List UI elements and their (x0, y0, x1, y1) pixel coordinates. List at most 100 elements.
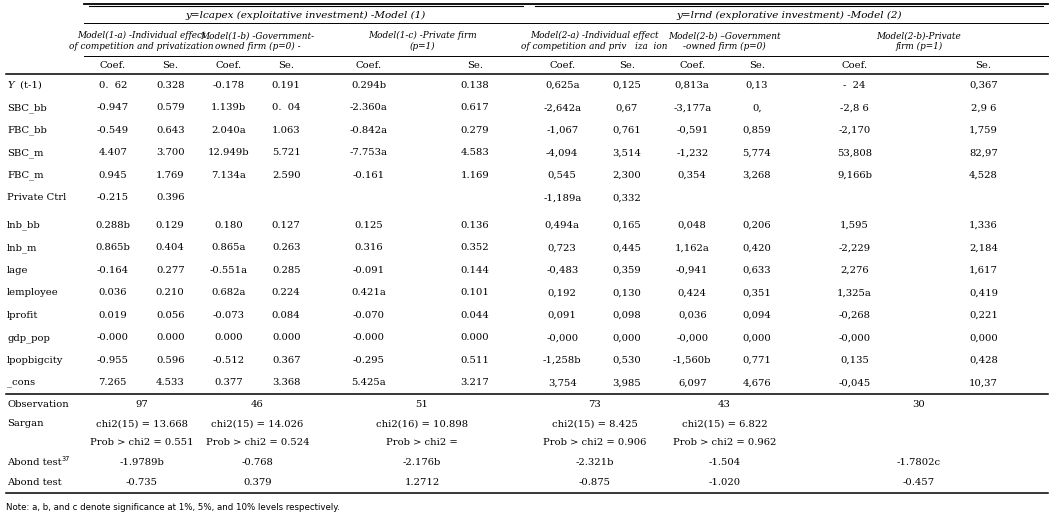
Text: 2,276: 2,276 (840, 266, 869, 275)
Text: 0.945: 0.945 (98, 171, 127, 180)
Text: -0,045: -0,045 (838, 378, 871, 387)
Text: Y: Y (7, 81, 14, 90)
Text: 0.036: 0.036 (99, 288, 127, 297)
Text: 10,37: 10,37 (969, 378, 998, 387)
Text: y=lrnd (explorative investment) -Model (2): y=lrnd (explorative investment) -Model (… (676, 10, 901, 20)
Text: 0.379: 0.379 (243, 479, 272, 487)
Text: (t-1): (t-1) (17, 81, 42, 90)
Text: 0.180: 0.180 (215, 221, 243, 230)
Text: 51: 51 (416, 399, 429, 409)
Text: Abond test: Abond test (7, 458, 62, 467)
Text: 1.169: 1.169 (460, 171, 490, 180)
Text: -1,560b: -1,560b (673, 356, 712, 365)
Text: 5,774: 5,774 (742, 148, 771, 157)
Text: 2.590: 2.590 (272, 171, 300, 180)
Text: -1,189a: -1,189a (543, 193, 581, 202)
Text: Prob > chi2 = 0.551: Prob > chi2 = 0.551 (90, 438, 194, 448)
Text: _cons: _cons (7, 378, 35, 387)
Text: 0.579: 0.579 (156, 103, 184, 112)
Text: 0,130: 0,130 (612, 288, 641, 297)
Text: -2,170: -2,170 (838, 126, 871, 135)
Text: 1.769: 1.769 (156, 171, 184, 180)
Text: -1,232: -1,232 (676, 148, 709, 157)
Text: 3,514: 3,514 (612, 148, 641, 157)
Text: 0.377: 0.377 (215, 378, 243, 387)
Text: Model(2-a) -Individual effect
of competition and priv   iza  ion: Model(2-a) -Individual effect of competi… (521, 31, 668, 51)
Text: 0,545: 0,545 (548, 171, 577, 180)
Text: 0,428: 0,428 (969, 356, 998, 365)
Text: -0.947: -0.947 (97, 103, 128, 112)
Text: 0.421a: 0.421a (352, 288, 386, 297)
Text: Coef.: Coef. (216, 62, 242, 70)
Text: 0,000: 0,000 (613, 333, 641, 342)
Text: 0.596: 0.596 (156, 356, 184, 365)
Text: 0,000: 0,000 (969, 333, 998, 342)
Text: 0,192: 0,192 (548, 288, 577, 297)
Text: 0,354: 0,354 (678, 171, 707, 180)
Text: -0.735: -0.735 (125, 479, 158, 487)
Text: 3,268: 3,268 (742, 171, 771, 180)
Text: -0,000: -0,000 (547, 333, 578, 342)
Text: 0,091: 0,091 (548, 311, 577, 320)
Text: lage: lage (7, 266, 28, 275)
Text: 0,723: 0,723 (548, 243, 577, 252)
Text: 1,617: 1,617 (969, 266, 998, 275)
Text: 1.063: 1.063 (272, 126, 300, 135)
Text: 1,759: 1,759 (969, 126, 998, 135)
Text: chi2(15) = 13.668: chi2(15) = 13.668 (96, 419, 187, 428)
Text: 0,000: 0,000 (742, 333, 771, 342)
Text: 4.533: 4.533 (156, 378, 184, 387)
Text: -0.215: -0.215 (97, 193, 128, 202)
Text: 0,419: 0,419 (969, 288, 998, 297)
Text: lnb_bb: lnb_bb (7, 220, 41, 230)
Text: 0,: 0, (752, 103, 761, 112)
Text: Se.: Se. (749, 62, 764, 70)
Text: -0.549: -0.549 (97, 126, 128, 135)
Text: 0.224: 0.224 (272, 288, 300, 297)
Text: 0.127: 0.127 (272, 221, 300, 230)
Text: 0,67: 0,67 (616, 103, 638, 112)
Text: 0,13: 0,13 (746, 81, 768, 90)
Text: Prob > chi2 =: Prob > chi2 = (386, 438, 458, 448)
Text: Prob > chi2 = 0.524: Prob > chi2 = 0.524 (205, 438, 310, 448)
Text: 0.000: 0.000 (156, 333, 184, 342)
Text: SBC_m: SBC_m (7, 148, 43, 157)
Text: -2,8 6: -2,8 6 (840, 103, 869, 112)
Text: -0.178: -0.178 (213, 81, 244, 90)
Text: Model(1-b) -Government-
owned firm (p=0) -: Model(1-b) -Government- owned firm (p=0)… (200, 31, 315, 51)
Text: 2,184: 2,184 (969, 243, 998, 252)
Text: lnb_m: lnb_m (7, 243, 38, 253)
Text: 12.949b: 12.949b (207, 148, 250, 157)
Text: 0.288b: 0.288b (95, 221, 131, 230)
Text: 0,445: 0,445 (612, 243, 641, 252)
Text: -0.955: -0.955 (97, 356, 128, 365)
Text: 0.044: 0.044 (460, 311, 490, 320)
Text: Se.: Se. (975, 62, 992, 70)
Text: 37: 37 (62, 456, 71, 462)
Text: FBC_m: FBC_m (7, 170, 43, 180)
Text: 0.328: 0.328 (156, 81, 184, 90)
Text: 3,985: 3,985 (613, 378, 641, 387)
Text: 0.617: 0.617 (461, 103, 490, 112)
Text: 0.191: 0.191 (272, 81, 301, 90)
Text: 0.125: 0.125 (355, 221, 383, 230)
Text: 0,351: 0,351 (742, 288, 771, 297)
Text: Se.: Se. (162, 62, 178, 70)
Text: 0,625a: 0,625a (545, 81, 579, 90)
Text: 0,420: 0,420 (742, 243, 771, 252)
Text: 0,859: 0,859 (742, 126, 771, 135)
Text: 3.368: 3.368 (272, 378, 300, 387)
Text: Prob > chi2 = 0.906: Prob > chi2 = 0.906 (542, 438, 647, 448)
Text: 0.136: 0.136 (461, 221, 490, 230)
Text: 30: 30 (913, 399, 926, 409)
Text: -0.768: -0.768 (241, 458, 274, 467)
Text: 73: 73 (589, 399, 601, 409)
Text: 0.019: 0.019 (98, 311, 127, 320)
Text: Private Ctrl: Private Ctrl (7, 193, 66, 202)
Text: -0.073: -0.073 (213, 311, 244, 320)
Text: -0,591: -0,591 (676, 126, 709, 135)
Text: -2,642a: -2,642a (543, 103, 581, 112)
Text: -0.000: -0.000 (353, 333, 385, 342)
Text: 1.2712: 1.2712 (404, 479, 439, 487)
Text: 46: 46 (251, 399, 264, 409)
